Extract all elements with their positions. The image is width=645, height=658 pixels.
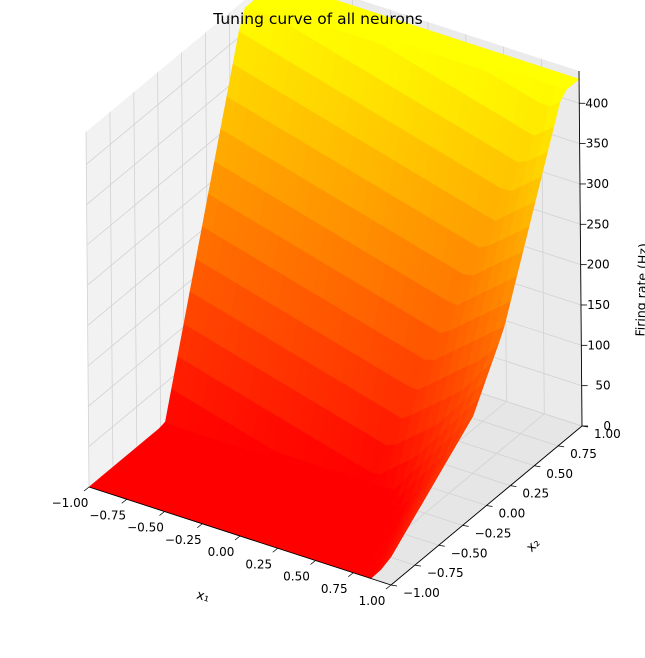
surface-facet xyxy=(380,546,398,570)
x-tick-label: 0.00 xyxy=(208,545,235,559)
x-tick-label: 0.50 xyxy=(283,570,310,584)
z-tick-label: 150 xyxy=(587,298,610,312)
z-tick-label: 400 xyxy=(585,96,608,110)
z-tick-label: 100 xyxy=(587,338,610,352)
x-tick xyxy=(272,547,278,553)
x-axis-label: x₁ xyxy=(195,588,212,606)
x-tick-label: 0.75 xyxy=(321,582,348,596)
z-tick-label: 250 xyxy=(586,217,609,231)
z-axis-line xyxy=(578,70,583,427)
z-tick-label: 200 xyxy=(587,258,610,272)
x-tick-label: −0.50 xyxy=(127,521,164,535)
x-tick xyxy=(385,584,392,590)
y-tick-label: −0.50 xyxy=(451,546,488,560)
y-tick xyxy=(390,584,398,587)
y-tick-label: −0.25 xyxy=(475,526,512,540)
z-tick-label: 300 xyxy=(586,177,609,191)
y-tick xyxy=(534,465,541,468)
y-tick-label: −1.00 xyxy=(403,586,440,600)
y-tick-label: 0.25 xyxy=(522,487,549,501)
y-axis-label: x₂ xyxy=(524,536,544,556)
x-tick xyxy=(159,511,165,516)
surface-plot xyxy=(88,0,580,579)
y-tick xyxy=(486,505,493,507)
y-tick-label: −0.75 xyxy=(427,566,464,580)
axis-ticks: −1.00−0.75−0.50−0.250.000.250.500.751.00… xyxy=(52,96,621,608)
x-tick-label: 1.00 xyxy=(359,594,386,608)
z-tick-label: 0 xyxy=(603,419,611,433)
x-tick xyxy=(121,498,127,504)
x-tick xyxy=(83,486,90,492)
y-tick-label: 1.00 xyxy=(594,427,621,441)
z-axis-label: Firing rate (Hz) xyxy=(632,243,645,337)
y-tick xyxy=(462,524,469,527)
y-tick-label: 0.75 xyxy=(570,447,597,461)
x-tick xyxy=(197,523,203,529)
y-tick-label: 0.00 xyxy=(499,507,526,521)
y-tick xyxy=(558,445,565,448)
y-tick xyxy=(438,544,445,547)
y-tick-label: 0.50 xyxy=(546,467,573,481)
y-tick xyxy=(414,564,421,567)
z-tick-label: 350 xyxy=(586,137,609,151)
x-tick xyxy=(234,535,241,541)
x-tick-label: −1.00 xyxy=(52,496,89,510)
z-tick-label: 50 xyxy=(595,379,610,393)
x-tick-label: −0.75 xyxy=(89,508,126,522)
x-tick-label: −0.25 xyxy=(165,533,202,547)
x-tick xyxy=(310,560,316,565)
y-tick xyxy=(510,485,517,488)
x-tick-label: 0.25 xyxy=(245,557,272,571)
chart-title: Tuning curve of all neurons xyxy=(212,10,423,28)
x-tick xyxy=(348,572,354,578)
